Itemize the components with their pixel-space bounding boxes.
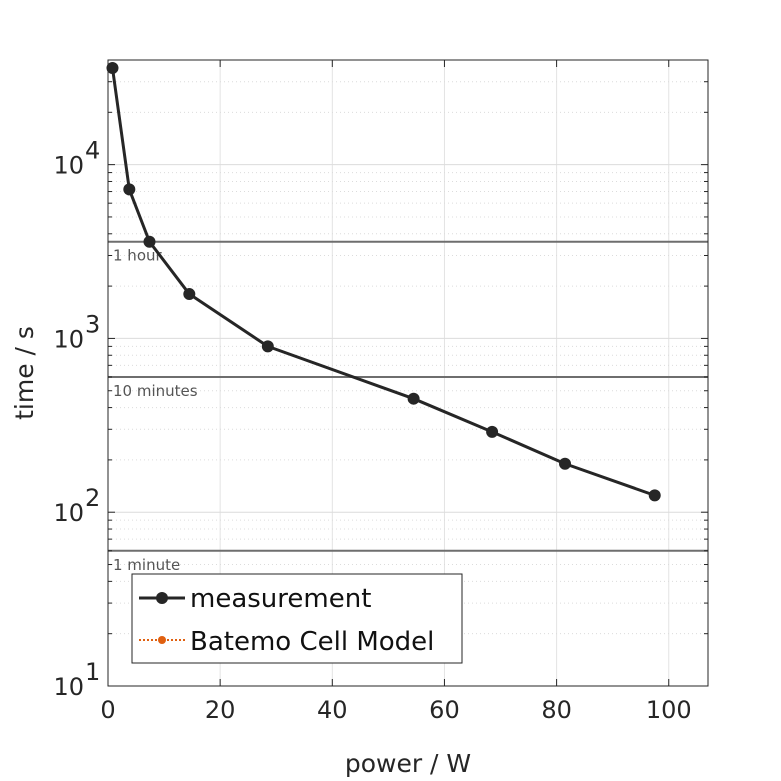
legend-label-measurement: measurement: [190, 584, 371, 614]
reference-lines: 1 hour 10 minutes 1 minute: [108, 240, 708, 574]
data-point: [407, 392, 420, 405]
reference-line-label: 10 minutes: [113, 382, 198, 400]
y-tick-exponent: 3: [85, 310, 100, 338]
legend-box: [131, 573, 463, 664]
reference-line-label: 1 hour: [113, 247, 163, 265]
plot-area-frame: [107, 59, 709, 687]
data-point: [106, 61, 119, 74]
data-point: [123, 183, 136, 196]
y-tick-exponent: 1: [85, 658, 100, 686]
y-tick-exponent: 4: [85, 137, 100, 165]
x-tick-label: 60: [429, 696, 460, 724]
y-tick-label: 10: [53, 673, 84, 701]
data-point: [261, 340, 274, 353]
x-tick-label: 100: [646, 696, 692, 724]
y-tick-exponent: 2: [85, 484, 100, 512]
legend-item-measurement: measurement: [139, 584, 371, 614]
data-point: [183, 288, 196, 301]
x-tick-label: 0: [100, 696, 115, 724]
data-point: [559, 457, 572, 470]
data-point: [486, 425, 499, 438]
legend-swatch-batemo-marker: [158, 636, 166, 644]
legend-label-batemo: Batemo Cell Model: [190, 627, 434, 657]
y-tick-label: 10: [53, 152, 84, 180]
y-tick-label: 10: [53, 325, 84, 353]
data-series: [106, 61, 661, 502]
x-tick-label: 80: [541, 696, 572, 724]
x-axis-label: power / W: [345, 749, 471, 778]
y-tick-label: 10: [53, 499, 84, 527]
x-tick-label: 40: [317, 696, 348, 724]
series-line: [111, 67, 656, 497]
x-tick-label: 20: [205, 696, 236, 724]
legend-item-batemo: Batemo Cell Model: [139, 627, 434, 657]
legend-swatch-measurement-marker: [156, 592, 168, 604]
data-point: [143, 235, 156, 248]
legend: measurement Batemo Cell Model: [131, 573, 463, 664]
reference-line-label: 1 minute: [113, 556, 180, 574]
y-axis-label: time / s: [10, 326, 39, 420]
data-point: [648, 489, 661, 502]
